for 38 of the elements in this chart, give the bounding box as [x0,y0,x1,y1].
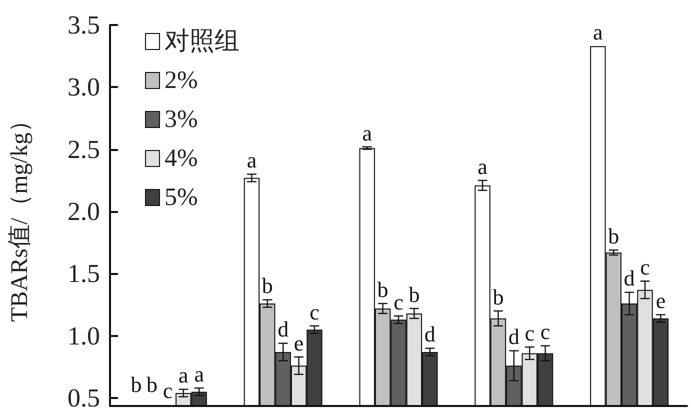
y-tick-label: 0.5 [68,384,100,411]
data-label: a [478,154,488,179]
data-label: a [246,148,257,173]
legend-label: 4% [164,145,198,172]
legend-label: 2% [164,67,198,94]
data-label: e [294,330,304,356]
text: c [162,378,173,403]
data-label: b [408,282,420,307]
data-label: b [262,273,273,298]
data-label: c [540,319,550,344]
y-tick-label: 1.5 [68,259,100,288]
data-label: b [492,284,504,310]
y-tick-label: 1.0 [68,321,100,350]
legend-label: 对照组 [164,28,240,55]
text: b [130,372,142,397]
y-tick-label: 2.5 [68,134,100,164]
data-label: a [178,362,189,388]
text: b [146,372,158,397]
y-tick-label: 3.0 [68,72,100,102]
data-label: b [377,276,388,302]
data-label: d [624,266,635,291]
y-tick-label: 2.0 [68,197,100,226]
data-label: c [524,320,535,346]
legend-label: 3% [164,106,198,133]
data-label: a [194,362,204,386]
data-label: a [593,20,604,45]
data-label: b [608,224,620,249]
data-label: c [394,289,404,314]
data-label: a [362,120,372,146]
data-label: d [278,316,289,342]
data-label: d [424,322,436,347]
data-label: e [656,288,666,314]
legend-label: 5% [164,184,198,211]
y-tick-label: 3.5 [68,10,100,40]
data-label: c [640,254,650,280]
data-label: d [508,324,520,350]
data-label: c [310,299,320,324]
y-axis-title: TBARs值/（mg/kg） [7,108,33,322]
